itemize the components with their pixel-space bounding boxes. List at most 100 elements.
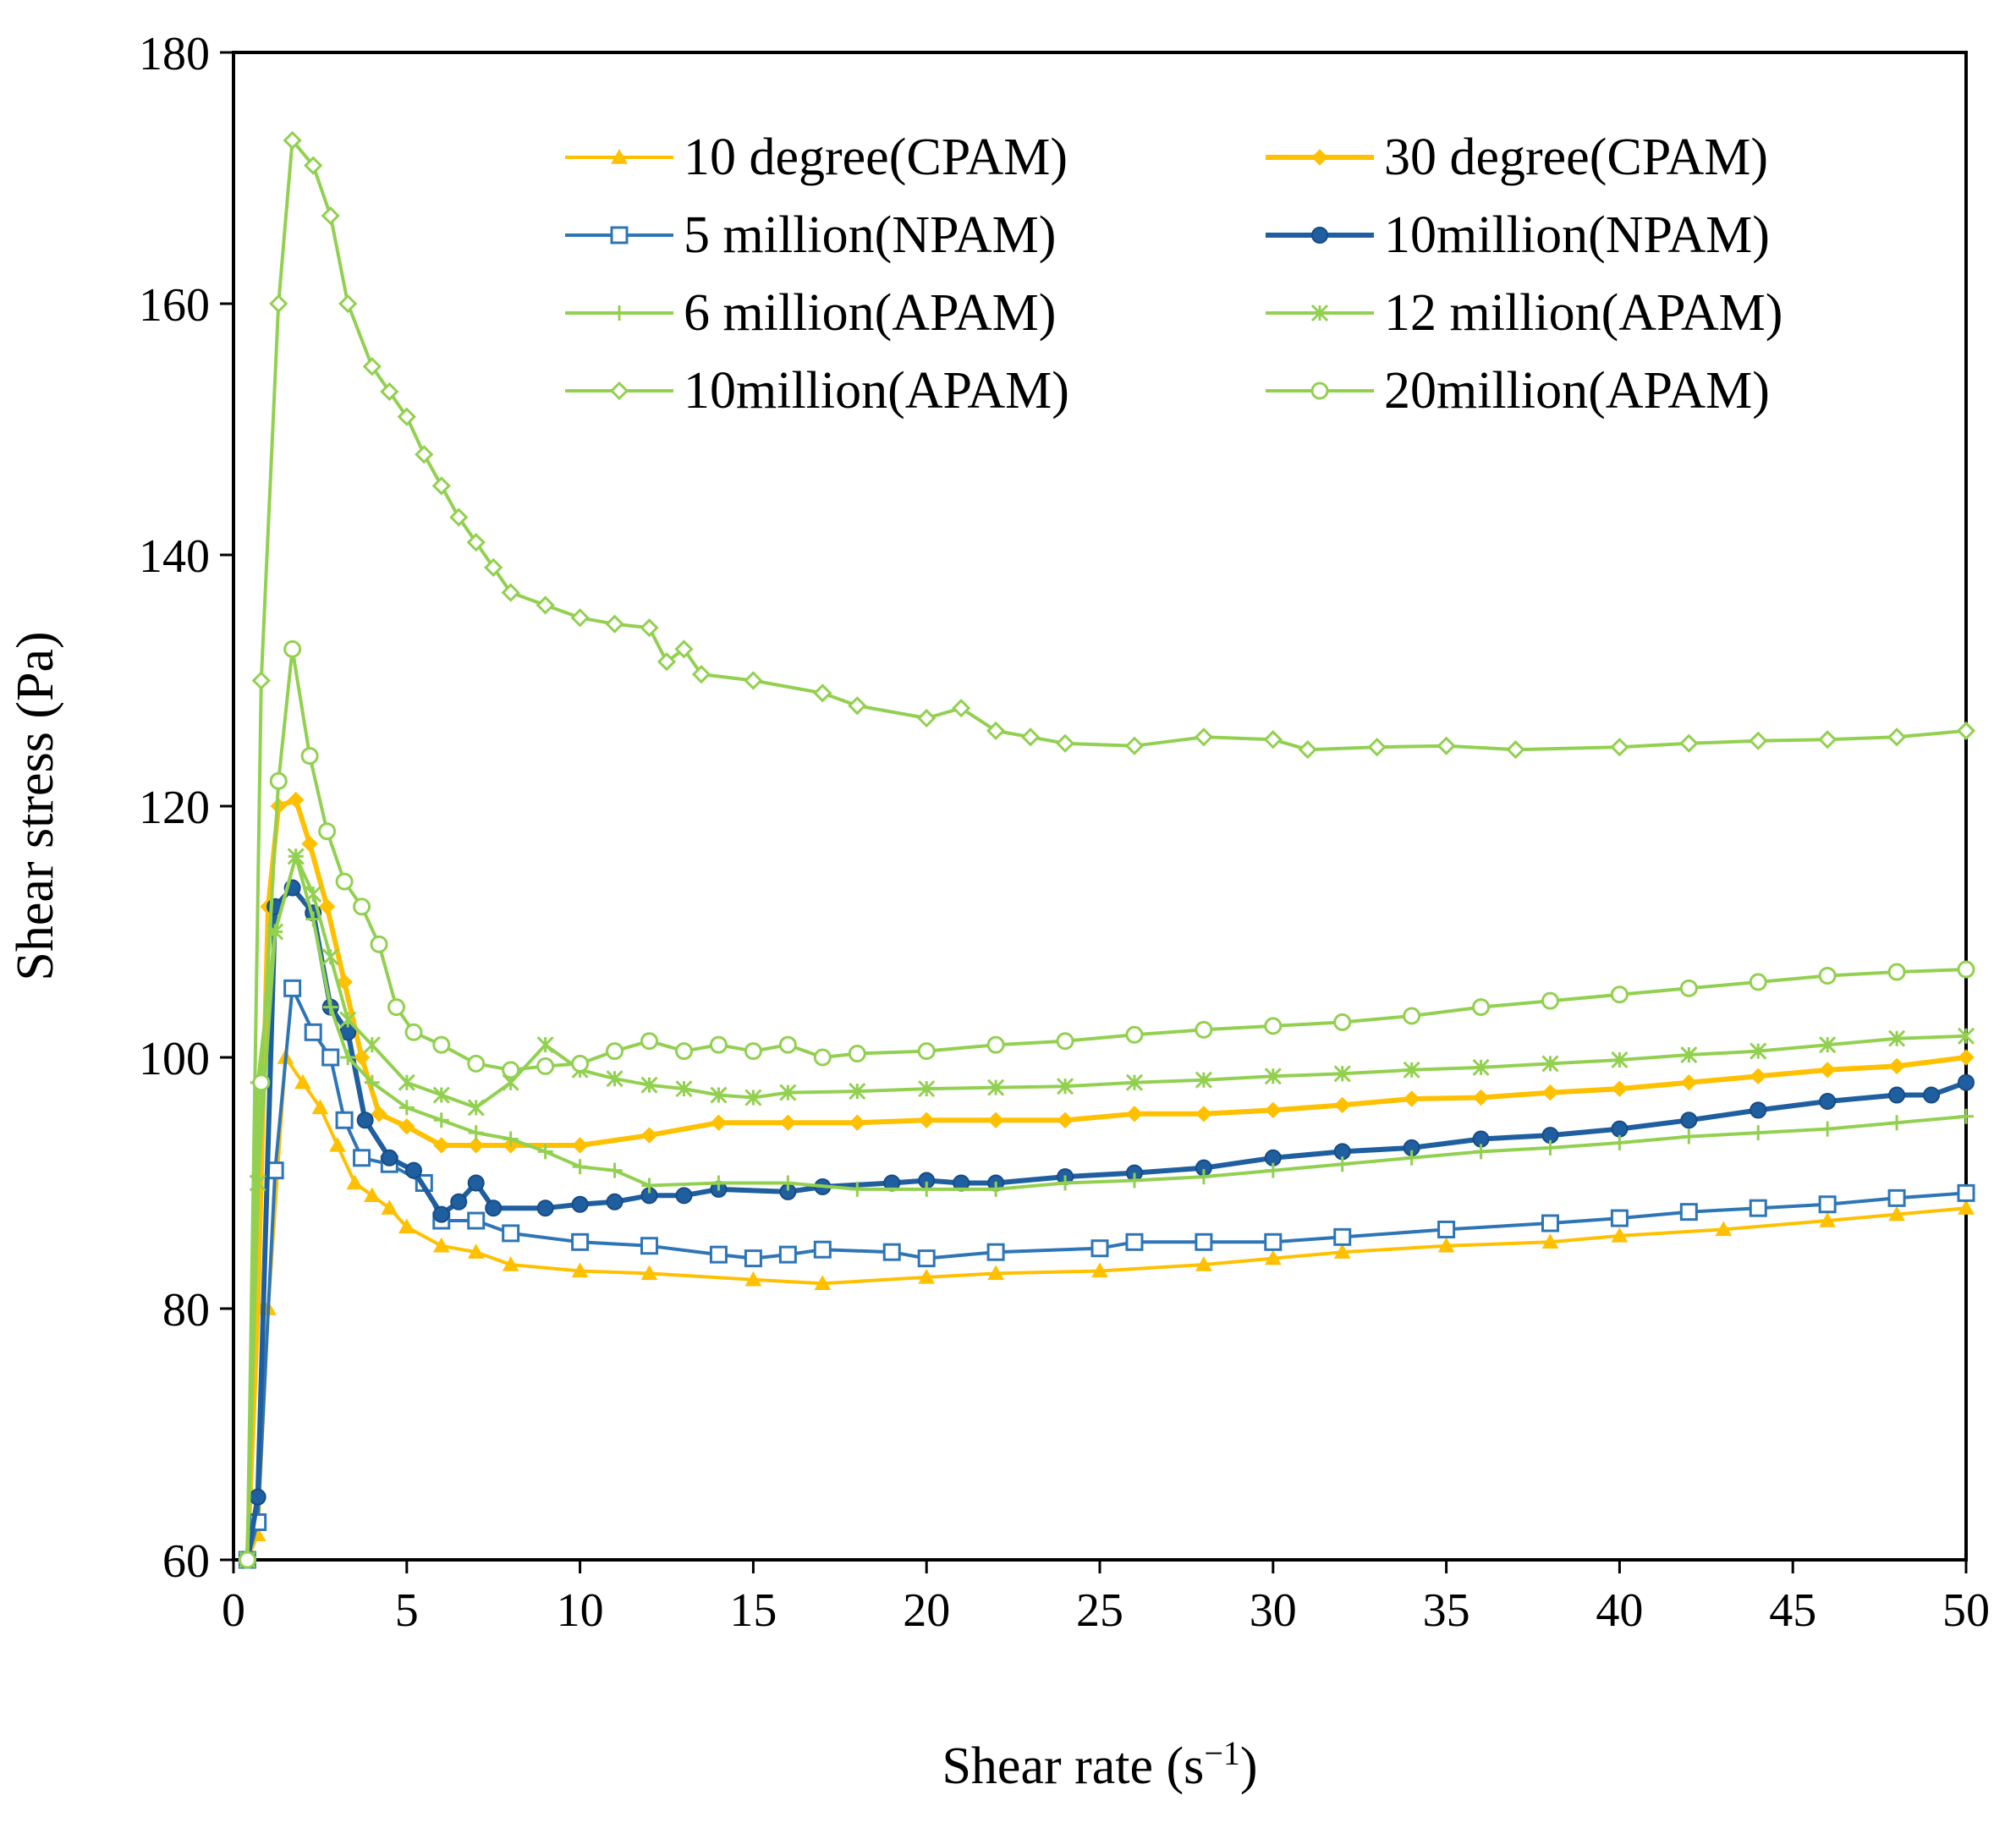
data-point xyxy=(572,1159,588,1175)
data-point xyxy=(252,1073,271,1092)
data-point xyxy=(468,1137,485,1154)
data-point xyxy=(987,1079,1005,1096)
data-point xyxy=(283,979,302,997)
data-point xyxy=(1611,1080,1629,1097)
data-point xyxy=(1057,1175,1074,1191)
data-point xyxy=(1820,1121,1836,1137)
data-point xyxy=(570,608,590,628)
y-tick-label: 100 xyxy=(139,1033,210,1085)
data-point xyxy=(1126,1106,1143,1123)
legend-marker xyxy=(1311,149,1328,166)
data-point xyxy=(1333,1013,1352,1031)
x-tick-label: 15 xyxy=(729,1584,777,1637)
data-point xyxy=(1958,1199,1975,1215)
data-point xyxy=(675,1187,693,1205)
data-point xyxy=(502,1061,520,1079)
data-point xyxy=(1437,1237,1455,1253)
data-point xyxy=(433,1112,449,1128)
data-point xyxy=(431,476,451,496)
data-point xyxy=(362,357,382,376)
data-point xyxy=(1125,1025,1144,1044)
data-point xyxy=(294,1073,311,1090)
legend-item-20million-apam: 20million(APAM) xyxy=(1266,362,1770,420)
y-tick-label: 140 xyxy=(139,530,210,583)
data-point xyxy=(918,1080,936,1098)
data-point xyxy=(371,1106,387,1123)
data-point xyxy=(381,1199,398,1215)
data-point xyxy=(1541,1084,1559,1101)
plot-area xyxy=(232,51,1968,1562)
data-point xyxy=(606,1193,623,1210)
legend-marker xyxy=(611,148,628,164)
data-point xyxy=(918,1268,936,1284)
data-point xyxy=(1888,1086,1906,1104)
data-point xyxy=(251,671,271,690)
data-point xyxy=(1888,1029,1906,1047)
data-point xyxy=(335,1111,354,1129)
y-tick-label: 120 xyxy=(139,782,210,834)
data-point xyxy=(1125,1232,1144,1251)
data-point xyxy=(848,1045,866,1063)
data-point xyxy=(1749,731,1768,750)
data-point xyxy=(571,1054,590,1073)
data-point xyxy=(640,1076,658,1094)
data-point xyxy=(641,1177,657,1194)
data-point xyxy=(1887,963,1906,981)
data-point xyxy=(321,206,340,226)
data-point xyxy=(1750,1125,1766,1141)
data-point xyxy=(1541,1214,1559,1232)
legend-item-5-million-npam: 5 million(NPAM) xyxy=(565,206,1056,264)
data-point xyxy=(1264,1017,1283,1035)
data-point xyxy=(311,1099,329,1115)
x-tick-label: 20 xyxy=(903,1584,950,1637)
data-point xyxy=(467,1243,485,1259)
data-point xyxy=(1680,1073,1698,1091)
data-point xyxy=(1263,730,1283,749)
x-tick-label: 50 xyxy=(1942,1584,1990,1637)
data-point xyxy=(1404,1150,1420,1166)
data-point xyxy=(1610,1209,1629,1227)
data-point xyxy=(1367,738,1387,757)
data-point xyxy=(1056,1032,1074,1051)
data-point xyxy=(571,1232,590,1251)
data-point xyxy=(300,747,319,766)
legend-label: 30 degree(CPAM) xyxy=(1384,129,1768,186)
data-point xyxy=(744,1042,762,1061)
data-point xyxy=(640,1237,659,1255)
data-point xyxy=(986,1035,1005,1054)
data-point xyxy=(502,1255,519,1271)
data-point xyxy=(339,1011,357,1029)
data-point xyxy=(813,1240,832,1259)
data-point xyxy=(1436,736,1456,755)
data-point xyxy=(848,696,867,716)
data-point xyxy=(986,1243,1005,1261)
data-point xyxy=(1957,1027,1975,1045)
data-point xyxy=(1750,1042,1767,1060)
data-point xyxy=(432,1086,450,1104)
x-tick-label: 25 xyxy=(1076,1584,1123,1637)
legend-marker xyxy=(610,226,629,244)
data-point xyxy=(1541,991,1559,1010)
series-line-20million-apam xyxy=(245,647,1967,1561)
data-point xyxy=(709,1035,728,1054)
legend-item-30-degree-cpam: 30 degree(CPAM) xyxy=(1266,129,1768,186)
legend-label: 10million(NPAM) xyxy=(1384,206,1770,264)
data-point xyxy=(744,1089,762,1106)
y-axis-title: Shear stress (Pa) xyxy=(7,631,64,980)
data-point xyxy=(269,771,288,790)
legend-label: 20million(APAM) xyxy=(1384,362,1770,420)
data-point xyxy=(380,382,399,402)
data-point xyxy=(1610,738,1629,757)
y-tick-label: 60 xyxy=(162,1535,210,1588)
data-point xyxy=(536,1199,554,1217)
data-point xyxy=(1610,985,1629,1004)
data-point xyxy=(571,1262,589,1278)
data-point xyxy=(1265,1162,1281,1178)
data-point xyxy=(1957,1183,1975,1202)
data-point xyxy=(1333,1065,1351,1083)
data-point xyxy=(674,1042,693,1061)
data-point xyxy=(952,699,971,718)
data-point xyxy=(1403,1061,1420,1079)
legend-label: 12 million(APAM) xyxy=(1384,284,1783,342)
